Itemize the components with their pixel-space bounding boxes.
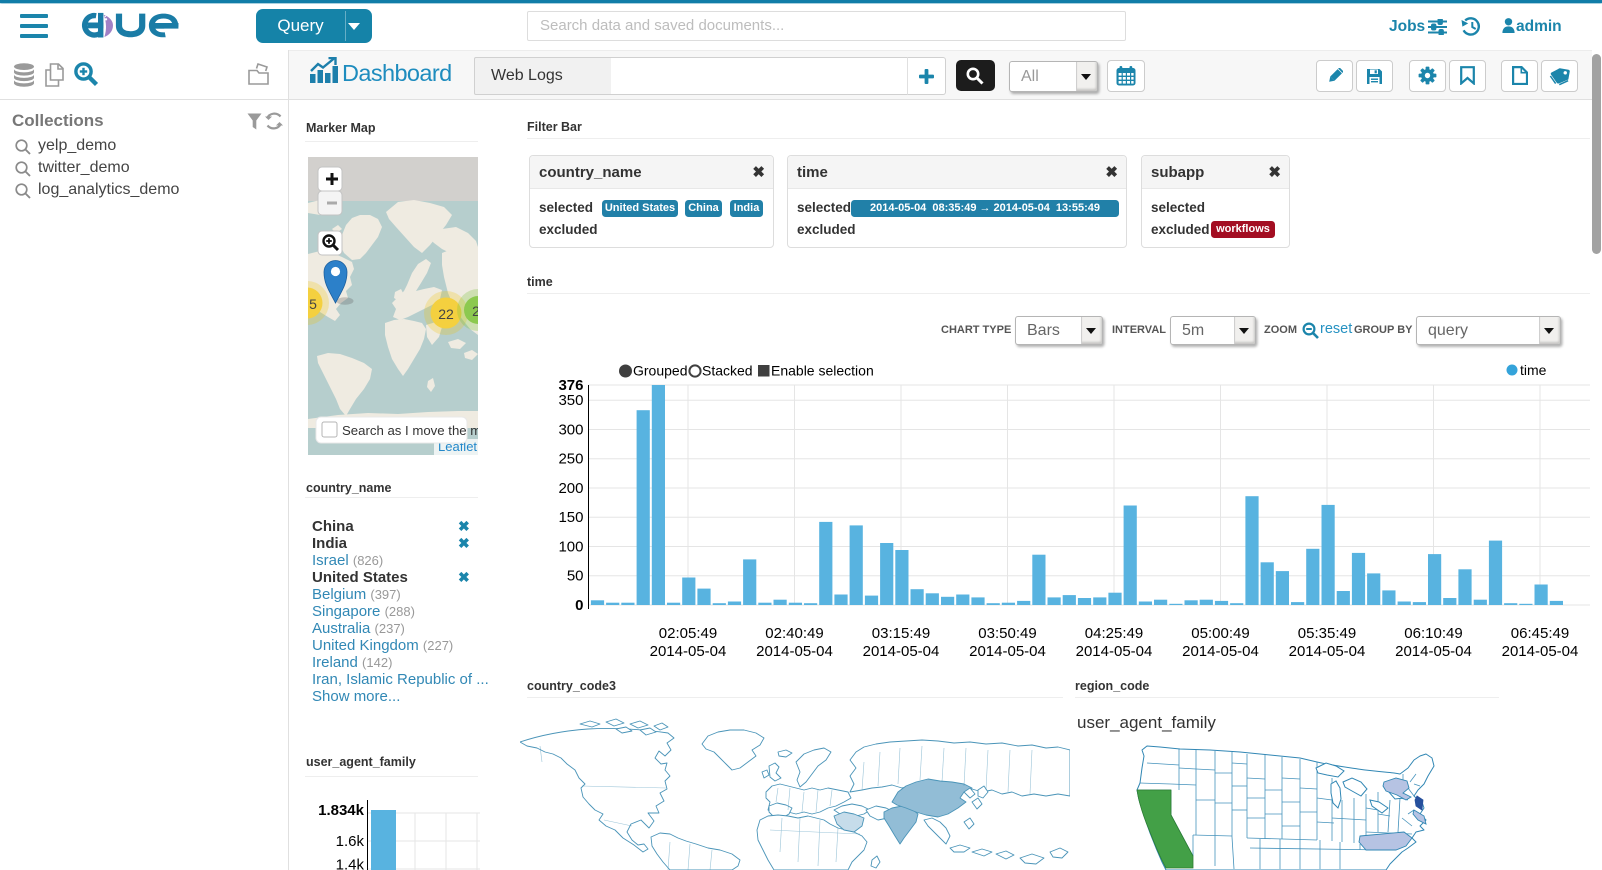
- svg-text:0: 0: [575, 597, 583, 614]
- svg-text:2014-05-04: 2014-05-04: [1395, 643, 1472, 660]
- svg-text:Stacked: Stacked: [702, 363, 753, 379]
- svg-text:5: 5: [309, 296, 317, 312]
- svg-text:2014-05-04: 2014-05-04: [1076, 643, 1153, 660]
- svg-text:1.4k: 1.4k: [336, 857, 365, 870]
- svg-text:Search as I move the map: Search as I move the map: [342, 423, 478, 438]
- svg-text:05:35:49: 05:35:49: [1298, 625, 1356, 642]
- svg-text:2: 2: [472, 303, 478, 319]
- svg-text:2014-05-04: 2014-05-04: [756, 643, 833, 660]
- svg-text:150: 150: [558, 509, 583, 526]
- svg-text:22: 22: [438, 306, 454, 322]
- svg-text:2014-05-04: 2014-05-04: [863, 643, 940, 660]
- svg-text:376: 376: [558, 377, 583, 394]
- svg-text:02:05:49: 02:05:49: [659, 625, 717, 642]
- svg-text:05:00:49: 05:00:49: [1191, 625, 1249, 642]
- svg-text:2014-05-04: 2014-05-04: [1502, 643, 1579, 660]
- svg-text:1.6k: 1.6k: [336, 833, 365, 850]
- svg-text:06:45:49: 06:45:49: [1511, 625, 1569, 642]
- svg-text:03:15:49: 03:15:49: [872, 625, 930, 642]
- svg-text:100: 100: [558, 539, 583, 556]
- svg-text:200: 200: [558, 480, 583, 497]
- svg-text:time: time: [1520, 362, 1547, 378]
- svg-text:2014-05-04: 2014-05-04: [1289, 643, 1366, 660]
- svg-text:04:25:49: 04:25:49: [1085, 625, 1143, 642]
- svg-text:300: 300: [558, 422, 583, 439]
- svg-text:02:40:49: 02:40:49: [765, 625, 823, 642]
- svg-text:250: 250: [558, 451, 583, 468]
- svg-text:2014-05-04: 2014-05-04: [1182, 643, 1259, 660]
- svg-text:06:10:49: 06:10:49: [1404, 625, 1462, 642]
- svg-text:350: 350: [558, 392, 583, 409]
- svg-text:50: 50: [567, 568, 584, 585]
- svg-text:2014-05-04: 2014-05-04: [969, 643, 1046, 660]
- svg-text:1.834k: 1.834k: [318, 802, 365, 819]
- svg-text:03:50:49: 03:50:49: [978, 625, 1036, 642]
- svg-text:2014-05-04: 2014-05-04: [650, 643, 727, 660]
- svg-text:Enable selection: Enable selection: [771, 363, 874, 379]
- svg-text:Grouped: Grouped: [633, 363, 687, 379]
